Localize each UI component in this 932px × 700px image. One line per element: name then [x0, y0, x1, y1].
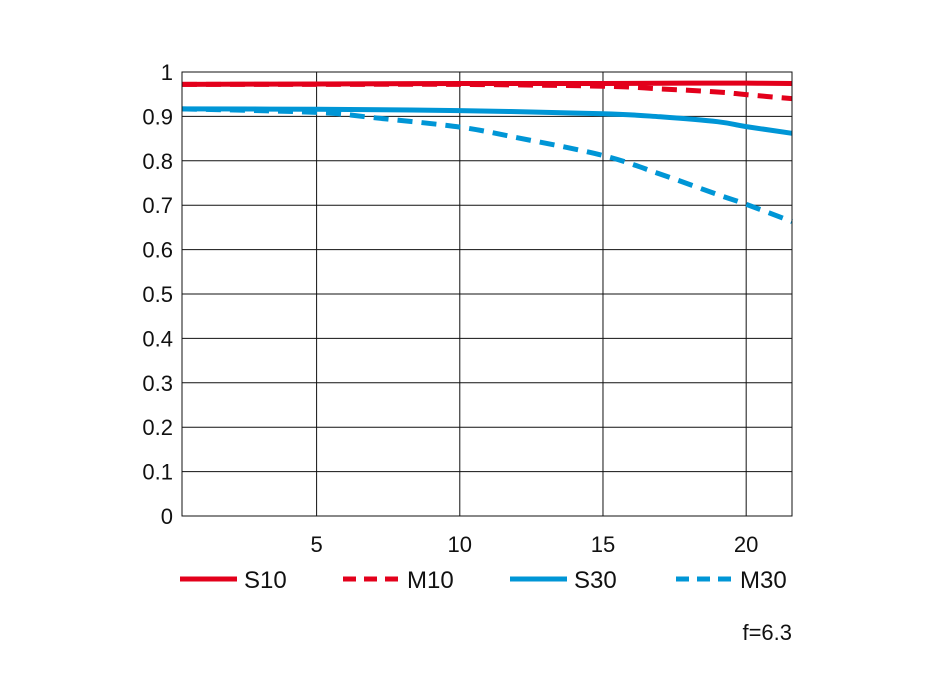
y-tick-label: 0.5	[142, 282, 173, 307]
series-line-s30	[181, 106, 793, 136]
y-tick-label: 0	[161, 504, 173, 529]
y-tick-label: 0.9	[142, 104, 173, 129]
x-tick-label: 20	[734, 532, 758, 557]
series-line-m30	[181, 106, 793, 224]
y-tick-label: 0.7	[142, 193, 173, 218]
y-tick-label: 0.1	[142, 460, 173, 485]
x-tick-label: 10	[448, 532, 472, 557]
y-tick-label: 0.4	[142, 326, 173, 351]
x-tick-label: 5	[310, 532, 322, 557]
legend-label-s10: S10	[244, 567, 287, 594]
legend-label-s30: S30	[574, 567, 617, 594]
grid-layer	[182, 71, 792, 517]
legend-label-m30: M30	[740, 567, 787, 594]
legend-label-m10: M10	[407, 567, 454, 594]
aperture-note: f=6.3	[742, 620, 792, 645]
y-tick-label: 1	[161, 60, 173, 85]
series-line-s10	[181, 80, 793, 87]
y-tick-label: 0.2	[142, 415, 173, 440]
y-tick-label: 0.8	[142, 149, 173, 174]
y-tick-label: 0.6	[142, 238, 173, 263]
y-tick-label: 0.3	[142, 371, 173, 396]
series-lines	[181, 80, 793, 224]
plot-frame	[181, 71, 793, 517]
legend: S10 M10 S30 M30	[180, 567, 787, 594]
tick-labels: 00.10.20.30.40.50.60.70.80.915 10 15 20	[142, 60, 758, 557]
x-tick-label: 15	[591, 532, 615, 557]
